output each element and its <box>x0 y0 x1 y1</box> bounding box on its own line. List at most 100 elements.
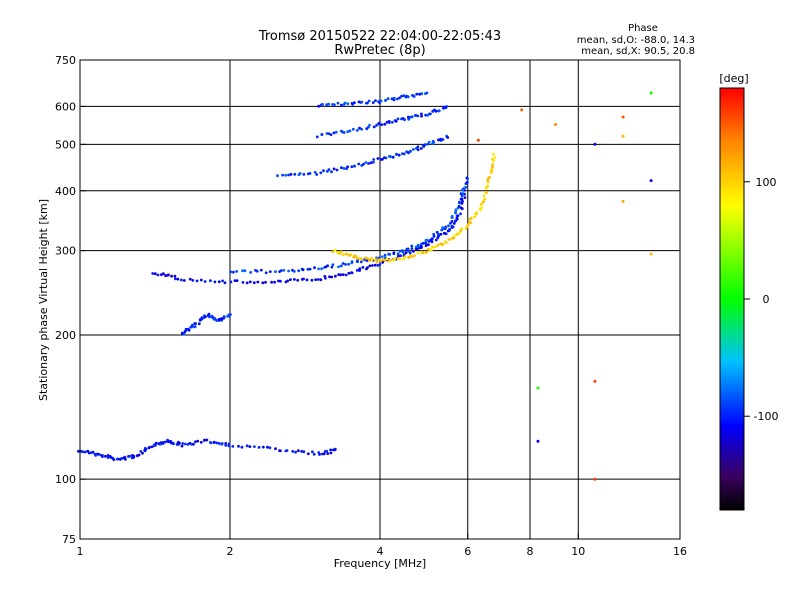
echo-point <box>485 191 489 194</box>
echo-point <box>317 267 320 271</box>
echo-point <box>402 152 406 156</box>
echo-point <box>383 256 387 260</box>
echo-point <box>83 450 87 454</box>
grid <box>80 60 680 539</box>
echo-point <box>257 446 261 449</box>
echo-point <box>279 269 283 272</box>
echo-point <box>287 269 290 273</box>
echo-point <box>379 99 383 103</box>
echo-point <box>381 157 384 161</box>
echo-point <box>444 232 448 236</box>
echo-point <box>237 444 240 448</box>
echo-point <box>491 165 494 169</box>
echo-point <box>450 214 454 218</box>
echo-point <box>412 249 415 253</box>
echo-point <box>264 271 268 275</box>
echo-point <box>364 161 368 164</box>
echo-point <box>434 109 438 113</box>
echo-point <box>410 255 414 258</box>
echo-point <box>370 258 374 262</box>
echo-point <box>261 281 265 285</box>
echo-point <box>388 253 392 256</box>
echo-point <box>330 275 334 279</box>
echo-point <box>469 221 473 225</box>
echo-point <box>454 219 457 223</box>
x-tick-label: 6 <box>464 545 471 558</box>
echo-point <box>340 166 343 170</box>
echo-point <box>448 228 451 231</box>
echo-point <box>342 167 346 170</box>
echo-point <box>402 94 406 97</box>
echo-point <box>112 458 116 461</box>
echo-point <box>183 442 187 446</box>
echo-point <box>276 174 279 178</box>
echo-point <box>310 278 314 282</box>
echo-point <box>332 167 336 171</box>
echo-point <box>300 450 303 453</box>
echo-point <box>360 127 364 131</box>
echo-point <box>430 237 434 241</box>
echo-point <box>203 438 206 442</box>
echo-point <box>153 272 157 276</box>
echo-point <box>399 254 402 258</box>
echo-point <box>187 328 191 332</box>
echo-point <box>413 254 416 258</box>
echo-point <box>368 264 372 268</box>
echo-point <box>308 172 312 175</box>
echo-point <box>224 443 228 447</box>
echo-point <box>407 256 411 259</box>
echo-point <box>439 137 442 141</box>
echo-point <box>463 186 467 190</box>
echo-point <box>322 452 326 456</box>
echo-point <box>461 192 465 195</box>
echo-point <box>199 318 203 322</box>
echo-point <box>293 172 297 176</box>
echo-point <box>367 99 371 103</box>
echo-point <box>91 450 95 454</box>
echo-point <box>402 257 406 261</box>
echo-point <box>361 266 365 269</box>
echo-point <box>306 452 310 456</box>
echo-point <box>482 200 485 204</box>
echo-point <box>459 212 462 216</box>
colorbar-tick-label: 0 <box>763 293 770 306</box>
echo-point <box>473 215 476 219</box>
echo-point <box>441 226 445 230</box>
echo-point <box>408 251 412 255</box>
echo-point <box>220 442 224 445</box>
echo-point <box>380 123 384 126</box>
echo-point <box>459 206 463 210</box>
echo-point <box>208 315 211 319</box>
echo-point <box>141 451 144 455</box>
echo-point <box>491 152 495 156</box>
echo-point <box>353 101 356 105</box>
echo-point <box>296 449 300 453</box>
echo-point <box>293 278 296 281</box>
echo-point <box>176 277 180 281</box>
echo-point <box>459 197 463 201</box>
echo-point <box>327 102 331 106</box>
echo-point <box>372 160 375 164</box>
echo-point <box>356 256 359 260</box>
echo-point <box>412 94 416 98</box>
echo-point <box>520 108 524 112</box>
echo-point <box>358 267 362 271</box>
echo-point <box>273 280 276 284</box>
echo-point <box>450 220 454 223</box>
y-tick-label: 300 <box>55 245 76 258</box>
echo-point <box>266 445 269 449</box>
echo-point <box>302 450 306 454</box>
colorbar-label: [deg] <box>719 72 748 85</box>
echo-point <box>424 241 427 245</box>
echo-point <box>416 251 420 255</box>
echo-point <box>274 447 277 451</box>
echo-point <box>132 454 136 458</box>
echo-point <box>489 171 493 175</box>
echo-point <box>101 454 104 457</box>
y-tick-label: 400 <box>55 185 76 198</box>
echo-point <box>268 270 272 273</box>
echo-point <box>292 270 296 273</box>
echo-point <box>480 206 484 210</box>
echo-point <box>334 130 338 134</box>
